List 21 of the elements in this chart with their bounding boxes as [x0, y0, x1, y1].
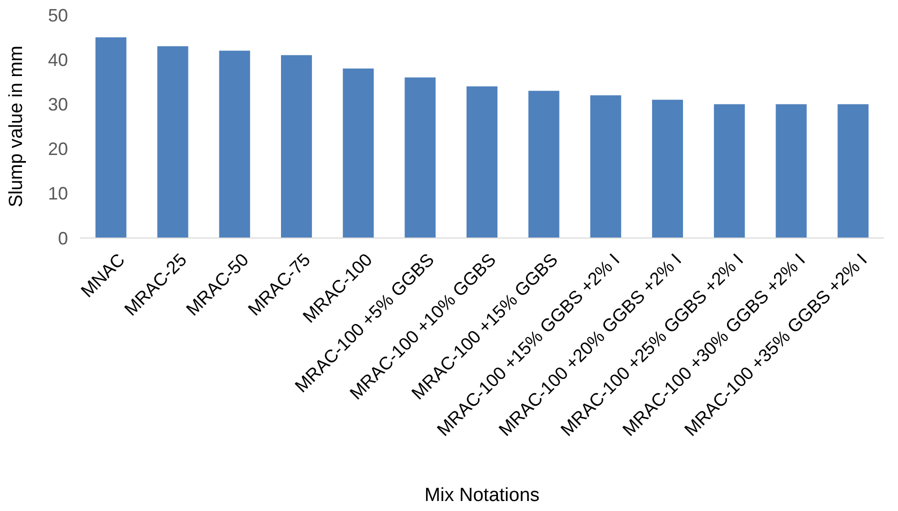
bar: [281, 55, 312, 238]
y-tick-label: 30: [48, 94, 68, 114]
bar: [219, 50, 250, 238]
bar: [157, 46, 188, 238]
y-tick-label: 10: [48, 184, 68, 204]
bar: [776, 104, 807, 238]
bar: [590, 95, 622, 238]
bar: [404, 77, 436, 238]
x-axis-title: Mix Notations: [424, 485, 540, 506]
bar: [652, 100, 683, 238]
bar: [528, 90, 560, 238]
y-axis-title: Slump value in mm: [6, 46, 27, 208]
bar: [466, 86, 498, 238]
y-tick-label: 0: [58, 228, 68, 248]
y-tick-label: 40: [48, 50, 68, 70]
y-tick-label: 50: [48, 5, 68, 26]
bar: [838, 104, 869, 238]
bar: [95, 37, 126, 238]
bar: [714, 104, 745, 238]
bar: [342, 68, 374, 238]
y-tick-label: 20: [48, 139, 68, 160]
